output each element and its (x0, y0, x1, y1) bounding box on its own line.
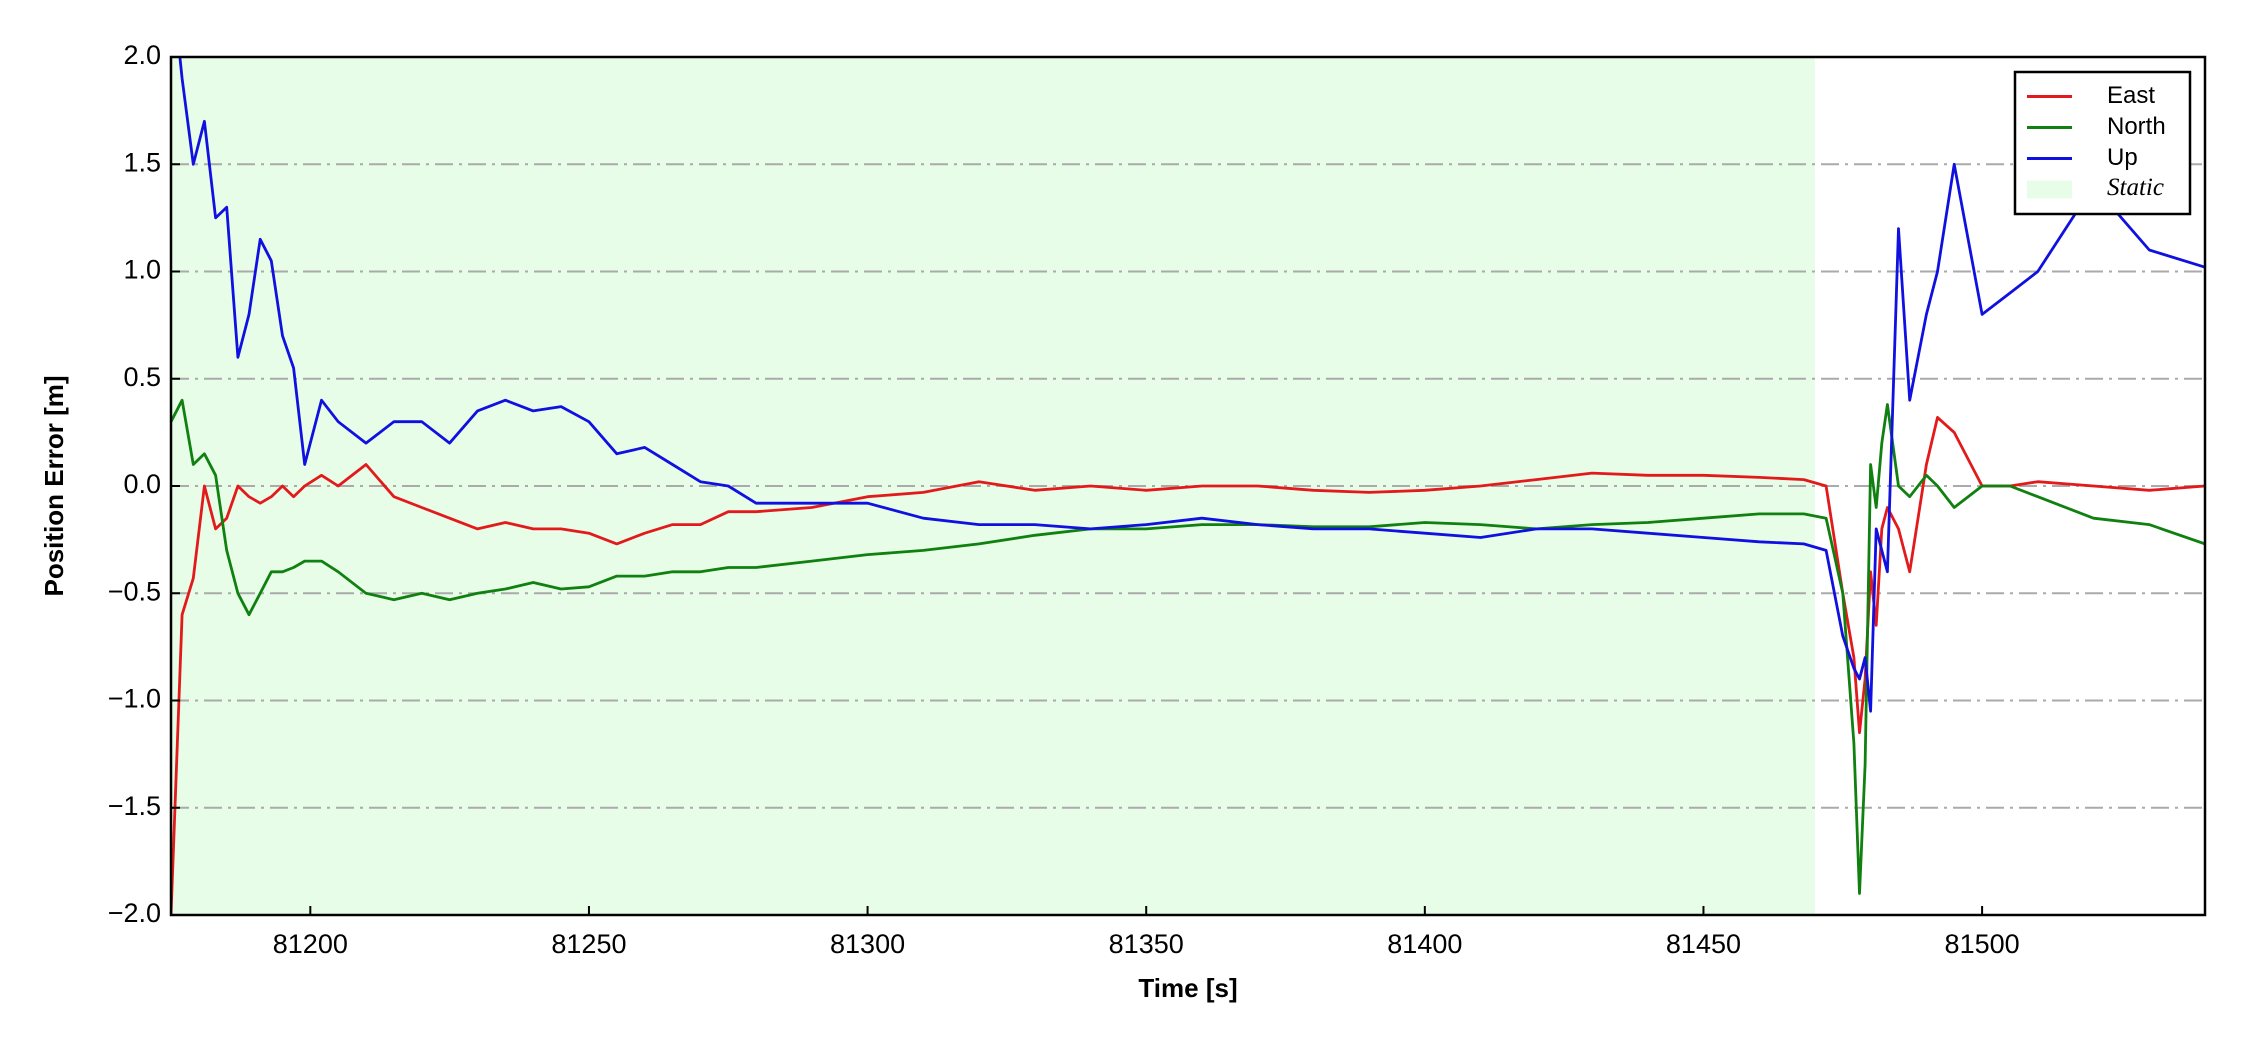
legend-label: East (2107, 82, 2155, 109)
y-tick-label: 1.0 (123, 255, 161, 285)
x-tick-label: 81250 (551, 929, 626, 959)
series-line (178, 57, 2205, 713)
tick-layer: −2.0 −1.5 −1.0 −0.5 0.0 0.5 1.0 1.5 2.0 81200 8125… (108, 40, 2020, 959)
x-tick-label: 81200 (273, 929, 348, 959)
line-layer (171, 57, 2205, 915)
y-tick-label: −1.0 (108, 684, 161, 714)
x-tick-label: 81400 (1387, 929, 1462, 959)
x-tick-label: 81350 (1109, 929, 1184, 959)
legend-label: Static (2107, 174, 2164, 201)
x-axis-label: Time [s] (1138, 973, 1237, 1003)
grid-layer (171, 163, 2205, 809)
x-tick-label: 81300 (830, 929, 905, 959)
legend-swatch (2027, 180, 2072, 199)
y-axis-label: Position Error [m] (39, 375, 69, 596)
x-tick-label: 81450 (1666, 929, 1741, 959)
legend-label: Up (2107, 144, 2138, 171)
series-line (171, 416, 2205, 915)
y-tick-label: 2.0 (123, 40, 161, 70)
x-tick-label: 81500 (1945, 929, 2020, 959)
y-tick-label: 1.5 (123, 147, 161, 177)
y-tick-label: −0.5 (108, 576, 161, 606)
y-tick-label: −2.0 (108, 898, 161, 928)
y-tick-label: −1.5 (108, 791, 161, 821)
series-line (171, 398, 2205, 895)
y-tick-label: 0.5 (123, 362, 161, 392)
legend-label: North (2107, 113, 2166, 140)
legend: East North Up Static (2013, 70, 2192, 216)
y-tick-label: 0.0 (123, 469, 161, 499)
